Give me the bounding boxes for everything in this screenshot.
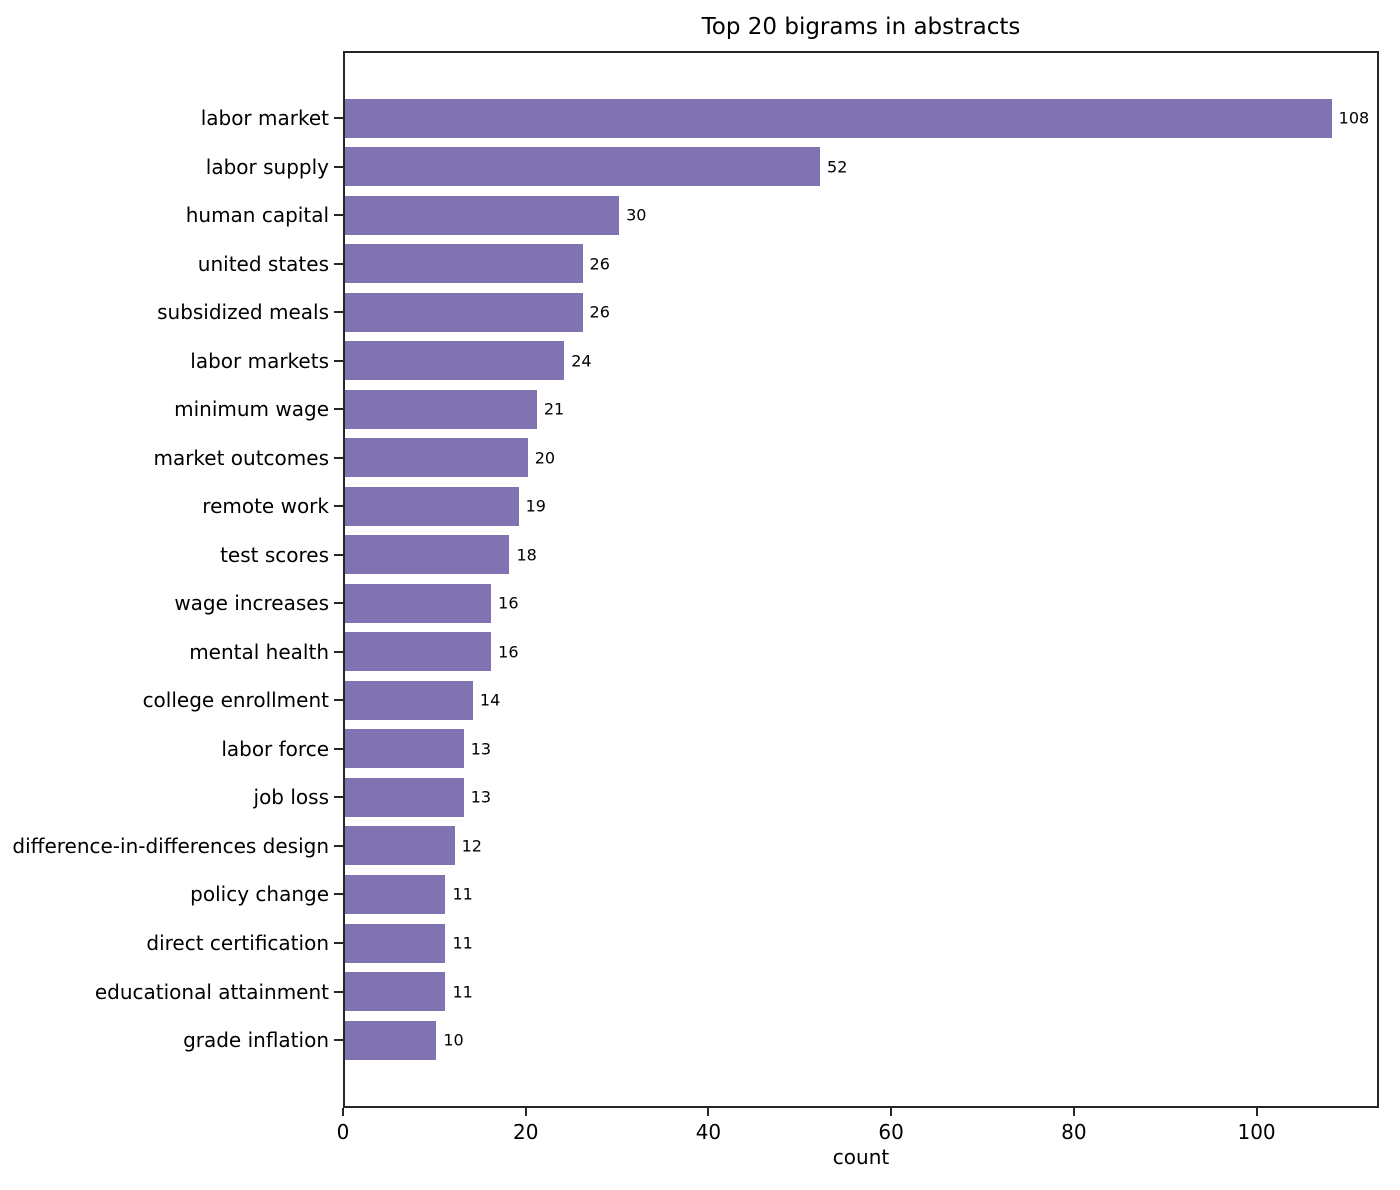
bar <box>345 98 1332 138</box>
y-tick <box>334 505 343 508</box>
bar <box>345 147 821 187</box>
x-tick <box>707 1108 710 1116</box>
category-label: educational attainment <box>94 979 329 1004</box>
value-label: 16 <box>498 593 519 613</box>
bar <box>345 389 537 429</box>
x-tick <box>524 1108 527 1116</box>
y-tick <box>334 359 343 362</box>
category-label: remote work <box>202 494 329 519</box>
value-label: 52 <box>827 157 848 177</box>
x-axis: 0 20 40 60 80 100 <box>337 1108 1379 1168</box>
category-label: human capital <box>185 203 329 228</box>
category-label: labor force <box>221 736 329 761</box>
category-label: minimum wage <box>174 397 329 422</box>
category-label: mental health <box>189 639 329 664</box>
category-label: subsidized meals <box>157 300 329 325</box>
category-label: market outcomes <box>153 445 329 470</box>
x-tick-label: 0 <box>336 1120 350 1144</box>
value-label: 11 <box>452 982 473 1002</box>
y-tick <box>334 844 343 847</box>
y-tick <box>334 1039 343 1042</box>
y-tick <box>334 942 343 944</box>
value-label: 10 <box>443 1030 464 1050</box>
bar <box>345 680 473 720</box>
x-tick-label: 60 <box>878 1120 904 1144</box>
bar <box>345 535 510 575</box>
value-label: 12 <box>461 836 482 856</box>
y-tick <box>334 262 343 265</box>
y-tick <box>334 602 343 605</box>
bar <box>345 1020 437 1060</box>
bar <box>345 195 620 235</box>
category-label: grade inflation <box>183 1028 329 1053</box>
x-tick <box>1255 1108 1258 1116</box>
value-label: 20 <box>534 448 556 468</box>
x-tick-label: 20 <box>512 1120 539 1144</box>
y-tick <box>334 699 343 702</box>
y-tick <box>334 747 343 750</box>
bar <box>345 486 519 526</box>
bar <box>345 341 565 381</box>
value-label: 30 <box>626 205 647 225</box>
bar <box>345 244 583 284</box>
bar <box>345 972 446 1012</box>
x-axis-label: count <box>832 1145 890 1169</box>
category-label: labor supply <box>205 154 329 179</box>
bar <box>345 729 464 769</box>
y-tick <box>334 796 343 799</box>
x-tick-label: 40 <box>695 1120 722 1144</box>
bar <box>345 583 492 623</box>
category-label: job loss <box>253 785 329 810</box>
x-tick-label: 80 <box>1061 1120 1087 1144</box>
value-label: 108 <box>1338 108 1370 128</box>
chart-title: Top 20 bigrams in abstracts <box>701 14 1021 40</box>
value-label: 16 <box>498 642 519 662</box>
value-label: 11 <box>452 933 473 953</box>
category-label: direct certification <box>146 931 329 955</box>
y-tick <box>334 456 343 459</box>
x-tick <box>342 1108 344 1116</box>
value-label: 26 <box>589 254 610 274</box>
bar <box>345 632 492 672</box>
value-label: 24 <box>571 351 592 371</box>
y-tick <box>334 311 343 314</box>
value-label: 19 <box>525 496 546 516</box>
y-tick <box>334 650 343 653</box>
category-label: united states <box>197 251 329 276</box>
y-tick <box>334 165 343 168</box>
category-label: test scores <box>220 542 329 567</box>
bar <box>345 826 455 866</box>
y-tick <box>334 893 343 896</box>
bar <box>345 777 464 817</box>
category-label: difference-in-differences design <box>12 833 329 858</box>
category-label: wage increases <box>174 591 329 616</box>
bar <box>345 292 583 332</box>
value-label: 11 <box>452 884 473 904</box>
y-tick <box>334 117 343 119</box>
y-tick <box>334 214 343 217</box>
value-label: 18 <box>516 545 537 565</box>
y-tick <box>334 553 343 556</box>
y-tick <box>334 408 343 411</box>
category-label: college enrollment <box>142 688 329 713</box>
plot-area: 108 labor market 52 labor supply 30 human cap… <box>12 51 1379 1108</box>
bar <box>345 874 446 914</box>
value-label: 21 <box>543 399 565 419</box>
category-label: labor market <box>200 106 329 130</box>
value-label: 13 <box>470 787 492 807</box>
value-label: 14 <box>479 690 501 710</box>
bar <box>345 923 446 963</box>
x-tick-label: 100 <box>1237 1120 1276 1144</box>
y-tick <box>334 990 343 993</box>
category-label: policy change <box>190 882 329 907</box>
x-tick <box>890 1108 893 1116</box>
value-label: 26 <box>589 302 610 322</box>
category-label: labor markets <box>190 348 329 373</box>
x-tick <box>1072 1108 1075 1116</box>
value-label: 13 <box>470 739 492 759</box>
bar <box>345 438 528 478</box>
